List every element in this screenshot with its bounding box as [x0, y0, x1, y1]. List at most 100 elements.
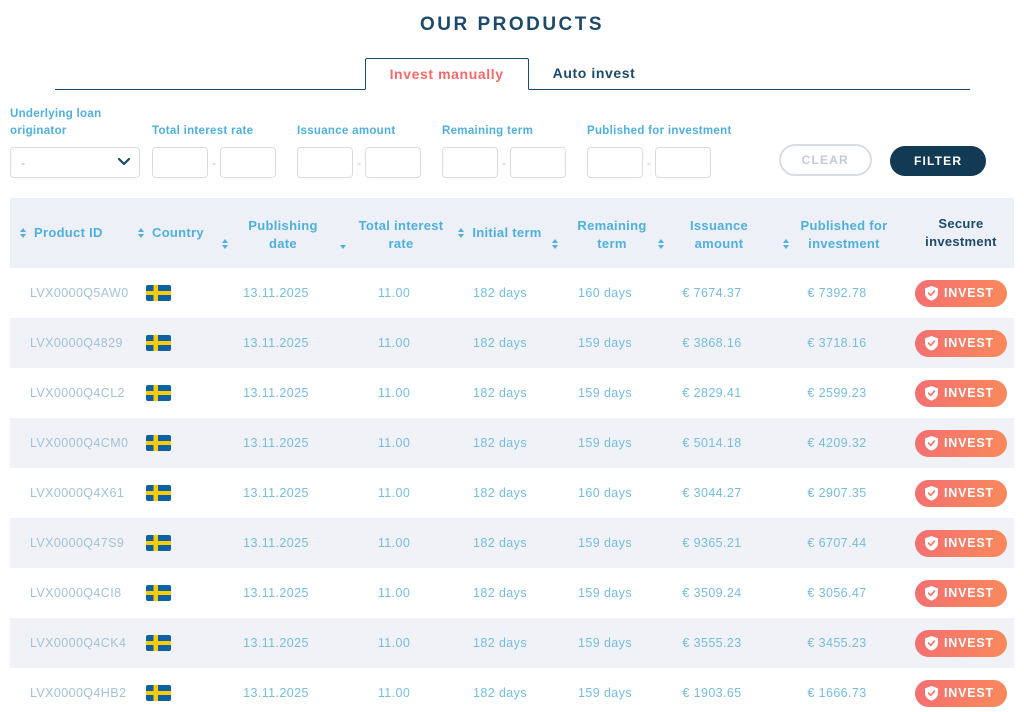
- issuance-amount-max-input[interactable]: [365, 147, 421, 179]
- invest-button[interactable]: INVEST: [915, 579, 1007, 607]
- published-for-investment-cell: € 2907.35: [807, 486, 867, 501]
- shield-check-icon: [925, 535, 939, 551]
- product-id-cell: LVX0000Q5AW0: [30, 286, 129, 301]
- shield-check-icon: [925, 585, 939, 601]
- remaining-term-cell: 159 days: [578, 436, 632, 451]
- issuance-amount-cell: € 3044.27: [682, 486, 742, 501]
- originator-select[interactable]: -: [10, 147, 140, 179]
- remaining-term-label: Remaining term: [442, 124, 534, 137]
- tab-invest-manually[interactable]: Invest manually: [364, 58, 529, 90]
- publishing-date-cell: 13.11.2025: [243, 436, 309, 451]
- remaining-term-min-input[interactable]: [442, 147, 498, 179]
- invest-button[interactable]: INVEST: [915, 529, 1007, 557]
- published-max-input[interactable]: [655, 147, 711, 179]
- remaining-term-cell: 159 days: [578, 386, 632, 401]
- table-row: LVX0000Q4X61 13.11.2025 11.00 182 days 1…: [10, 468, 1014, 518]
- secure-investment-cell: INVEST: [908, 529, 1014, 557]
- sort-icon: [222, 239, 228, 250]
- column-header-product-id[interactable]: Product ID: [10, 198, 128, 268]
- remaining-term-cell: 159 days: [578, 336, 632, 351]
- total-interest-rate-cell: 11.00: [377, 586, 411, 601]
- product-id-cell: LVX0000Q4CK4: [30, 636, 127, 651]
- secure-investment-cell: INVEST: [908, 329, 1014, 357]
- initial-term-cell: 182 days: [473, 586, 527, 601]
- product-id-cell: LVX0000Q4829: [30, 336, 123, 351]
- sweden-flag-icon: [146, 635, 171, 652]
- issuance-amount-cell: € 3868.16: [682, 336, 742, 351]
- remaining-term-cell: 159 days: [578, 586, 632, 601]
- column-header-published[interactable]: Published for investment: [766, 198, 908, 268]
- column-header-country[interactable]: Country: [128, 198, 212, 268]
- sweden-flag-icon: [146, 435, 171, 452]
- filter-button[interactable]: FILTER: [889, 146, 987, 177]
- total-interest-rate-cell: 11.00: [377, 386, 411, 401]
- publishing-date-cell: 13.11.2025: [243, 336, 309, 351]
- product-id-cell: LVX0000Q4X61: [30, 486, 125, 501]
- secure-investment-cell: INVEST: [908, 279, 1014, 307]
- issuance-amount-min-input[interactable]: [297, 147, 353, 179]
- filter-remaining-term: Remaining term -: [442, 123, 566, 179]
- invest-button[interactable]: INVEST: [915, 629, 1007, 657]
- range-separator: -: [647, 155, 651, 170]
- sort-icon: [658, 239, 664, 250]
- issuance-amount-cell: € 7674.37: [682, 286, 742, 301]
- publishing-date-cell: 13.11.2025: [243, 386, 309, 401]
- country-cell: [128, 285, 212, 302]
- invest-button[interactable]: INVEST: [915, 279, 1007, 307]
- invest-button[interactable]: INVEST: [915, 479, 1007, 507]
- total-interest-rate-cell: 11.00: [377, 336, 411, 351]
- column-header-secure-investment: Secure investment: [925, 216, 997, 250]
- secure-investment-cell: INVEST: [908, 629, 1014, 657]
- country-cell: [128, 435, 212, 452]
- published-for-investment-cell: € 6707.44: [807, 536, 867, 551]
- publishing-date-cell: 13.11.2025: [243, 636, 309, 651]
- total-interest-rate-cell: 11.00: [377, 536, 411, 551]
- column-header-initial-term[interactable]: Initial term: [448, 198, 552, 268]
- sort-icon: [458, 228, 465, 239]
- secure-investment-cell: INVEST: [908, 379, 1014, 407]
- column-header-publishing-date[interactable]: Publishing date: [212, 198, 340, 268]
- column-header-issuance-amount[interactable]: Issuance amount: [658, 198, 766, 268]
- initial-term-cell: 182 days: [473, 286, 527, 301]
- originator-label: Underlying loan originator: [10, 108, 102, 137]
- tabbar: Invest manually Auto invest: [54, 58, 970, 90]
- publishing-date-cell: 13.11.2025: [243, 286, 309, 301]
- sort-icon: [552, 239, 558, 250]
- clear-button[interactable]: CLEAR: [778, 144, 872, 177]
- total-interest-rate-max-input[interactable]: [220, 147, 276, 179]
- total-interest-rate-min-input[interactable]: [152, 147, 208, 179]
- sort-desc-icon: [340, 245, 346, 250]
- secure-investment-cell: INVEST: [908, 479, 1014, 507]
- remaining-term-cell: 159 days: [578, 636, 632, 651]
- sweden-flag-icon: [146, 285, 171, 302]
- issuance-amount-cell: € 9365.21: [682, 536, 742, 551]
- tab-auto-invest[interactable]: Auto invest: [552, 65, 636, 81]
- chevron-down-icon: [118, 158, 130, 166]
- filter-total-interest-rate: Total interest rate -: [152, 123, 276, 179]
- publishing-date-cell: 13.11.2025: [243, 586, 309, 601]
- published-min-input[interactable]: [587, 147, 643, 179]
- table-header: Product ID Country Publishing date Total…: [10, 198, 1014, 269]
- shield-check-icon: [925, 385, 939, 401]
- column-header-total-interest-rate[interactable]: Total interest rate: [340, 198, 448, 268]
- product-id-cell: LVX0000Q4CI8: [30, 586, 122, 601]
- originator-select-value: -: [21, 155, 25, 170]
- secure-investment-cell: INVEST: [908, 429, 1014, 457]
- remaining-term-cell: 159 days: [578, 536, 632, 551]
- publishing-date-cell: 13.11.2025: [243, 486, 309, 501]
- invest-button[interactable]: INVEST: [915, 329, 1007, 357]
- publishing-date-cell: 13.11.2025: [243, 536, 309, 551]
- total-interest-rate-cell: 11.00: [377, 686, 411, 701]
- product-id-cell: LVX0000Q4CL2: [30, 386, 125, 401]
- country-cell: [128, 585, 212, 602]
- range-separator: -: [357, 155, 361, 170]
- invest-button[interactable]: INVEST: [915, 379, 1007, 407]
- remaining-term-max-input[interactable]: [510, 147, 566, 179]
- invest-button[interactable]: INVEST: [915, 679, 1007, 707]
- column-header-remaining-term[interactable]: Remaining term: [552, 198, 658, 268]
- sweden-flag-icon: [146, 385, 171, 402]
- total-interest-rate-cell: 11.00: [377, 486, 411, 501]
- remaining-term-cell: 160 days: [578, 286, 632, 301]
- initial-term-cell: 182 days: [473, 386, 527, 401]
- invest-button[interactable]: INVEST: [915, 429, 1007, 457]
